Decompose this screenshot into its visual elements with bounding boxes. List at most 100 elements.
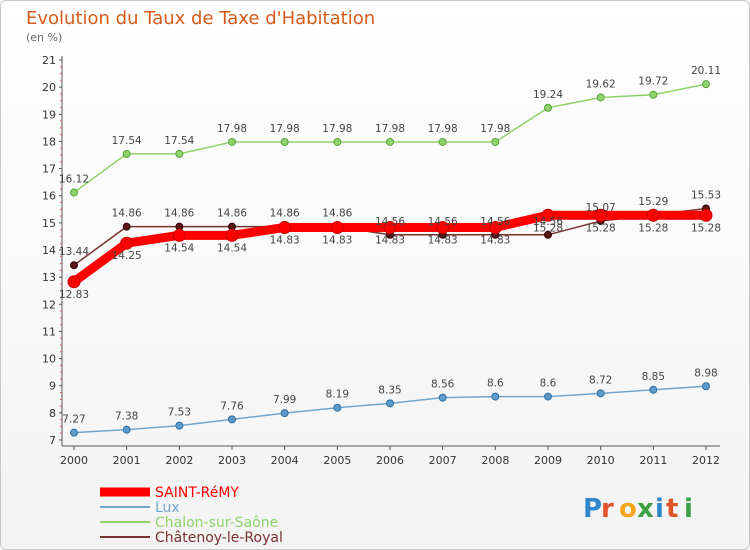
- data-label: 7.27: [62, 414, 85, 426]
- data-point: [386, 399, 394, 408]
- data-point: [438, 137, 447, 146]
- data-label: 15.53: [691, 189, 721, 201]
- x-tick-label: 2000: [60, 454, 88, 467]
- data-label: 17.98: [428, 123, 458, 135]
- x-tick-label: 2005: [323, 454, 351, 467]
- data-label: 15.28: [533, 222, 563, 234]
- data-label: 14.56: [533, 216, 563, 228]
- x-tick-label: 2012: [692, 454, 720, 467]
- data-point: [649, 90, 658, 99]
- y-tick-label: 12: [42, 298, 56, 311]
- data-label: 17.98: [217, 123, 247, 135]
- legend-label: Châtenoy-le-Royal: [155, 530, 283, 546]
- data-label: 17.54: [112, 135, 142, 147]
- x-tick-label: 2003: [218, 454, 246, 467]
- data-label: 17.98: [322, 123, 352, 135]
- x-tick-label: 2001: [113, 454, 141, 467]
- data-label: 7.53: [168, 407, 191, 419]
- y-tick-label: 15: [42, 217, 56, 230]
- data-label: 15.07: [586, 202, 616, 214]
- data-label: 17.98: [270, 123, 300, 135]
- data-point: [280, 137, 289, 146]
- x-tick-label: 2006: [376, 454, 404, 467]
- data-label: 14.83: [428, 234, 458, 246]
- data-point: [228, 415, 236, 424]
- data-label: 8.35: [378, 384, 401, 396]
- data-point: [594, 208, 608, 222]
- data-label: 17.54: [164, 135, 194, 147]
- data-point: [436, 220, 450, 234]
- y-tick-label: 8: [49, 407, 56, 420]
- data-point: [122, 222, 131, 231]
- x-tick-label: 2008: [481, 454, 509, 467]
- data-label: 14.86: [164, 208, 194, 220]
- x-tick-label: 2009: [534, 454, 562, 467]
- data-label: 14.86: [322, 208, 352, 220]
- data-label: 12.83: [59, 289, 89, 301]
- x-tick-label: 2011: [639, 454, 667, 467]
- data-label: 14.86: [270, 208, 300, 220]
- data-point: [438, 393, 447, 402]
- data-point: [225, 228, 239, 242]
- data-labels: 7.27 7.38 7.53 7.76 7.99 8.19 8.35 8.56 8.6 8.6 8.…: [59, 65, 721, 426]
- series-layer: [67, 80, 713, 437]
- data-label: 14.83: [322, 234, 352, 246]
- data-label: 8.85: [642, 371, 665, 383]
- series-2: [70, 80, 710, 197]
- data-label: 8.98: [694, 367, 717, 379]
- data-label: 15.28: [586, 222, 616, 234]
- data-point: [175, 149, 184, 158]
- data-point: [646, 208, 660, 222]
- data-point: [541, 208, 555, 222]
- data-label: 8.6: [540, 378, 557, 390]
- data-label: 14.54: [164, 242, 194, 254]
- data-point: [596, 93, 605, 102]
- data-label: 13.44: [59, 246, 89, 258]
- logo-letter: P: [583, 494, 602, 524]
- x-tick-label: 2002: [165, 454, 193, 467]
- axes: 7 8 9 10 11 12 13 14 15 16 17 18 19 20 21 2000 2001 2002 2…: [42, 54, 720, 467]
- data-label: 7.76: [220, 400, 244, 412]
- data-label: 14.86: [112, 208, 142, 220]
- y-tick-label: 14: [42, 244, 56, 257]
- data-point: [122, 425, 131, 434]
- logo-letter: r: [601, 494, 614, 524]
- y-tick-label: 20: [42, 81, 56, 94]
- data-point: [228, 137, 236, 146]
- data-label: 20.11: [691, 65, 721, 77]
- data-label: 14.56: [375, 216, 405, 228]
- data-label: 8.19: [326, 389, 349, 401]
- chart-title: Evolution du Taux de Taxe d'Habitation: [26, 8, 375, 29]
- y-tick-label: 19: [42, 108, 56, 121]
- data-point: [70, 428, 78, 437]
- x-tick-label: 2004: [271, 454, 299, 467]
- legend: SAINT-RéMYLuxChalon-sur-SaôneChâtenoy-le…: [100, 485, 283, 546]
- data-point: [70, 188, 78, 197]
- data-point: [333, 403, 342, 412]
- x-tick-label: 2010: [587, 454, 615, 467]
- y-tick-label: 18: [42, 135, 56, 148]
- data-point: [649, 385, 658, 394]
- data-label: 7.99: [273, 394, 296, 406]
- y-tick-label: 13: [42, 271, 56, 284]
- data-point: [544, 230, 552, 239]
- data-label: 15.28: [638, 222, 668, 234]
- logo-letter: t: [666, 494, 678, 524]
- data-point: [699, 208, 713, 222]
- data-label: 14.25: [112, 250, 142, 262]
- data-point: [491, 392, 500, 401]
- data-point: [383, 220, 397, 234]
- series-1: [70, 382, 710, 437]
- data-label: 19.72: [638, 76, 668, 88]
- chart-subtitle: (en %): [26, 31, 62, 44]
- y-tick-label: 11: [42, 325, 56, 338]
- data-point: [175, 421, 184, 430]
- data-point: [280, 409, 289, 418]
- data-point: [278, 220, 292, 234]
- y-tick-label: 21: [42, 54, 56, 67]
- data-label: 14.56: [480, 216, 510, 228]
- data-point: [544, 392, 552, 401]
- data-point: [491, 137, 500, 146]
